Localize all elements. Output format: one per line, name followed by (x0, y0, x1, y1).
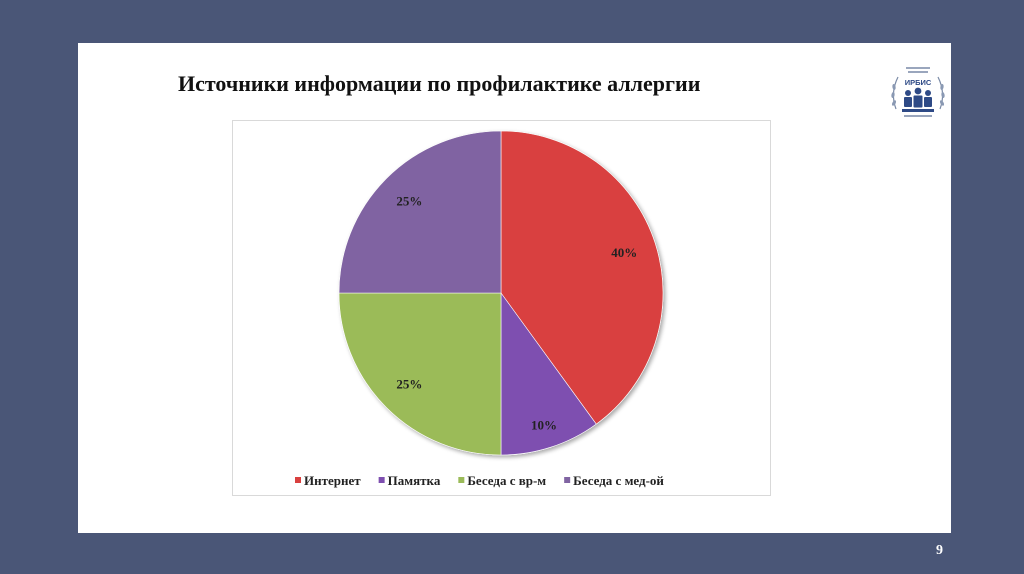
legend-item-1: Интернет (295, 473, 361, 488)
pie-slice-3 (338, 292, 502, 456)
legend-item-4: Беседа с мед-ой (564, 473, 664, 488)
pie-slice-4 (338, 130, 502, 294)
data-label-1: 40% (611, 245, 637, 260)
legend-swatch (458, 477, 465, 483)
pie-slice-1 (500, 130, 664, 425)
irbis-logo-icon: ИРБИС (886, 61, 950, 129)
pie-slice-2 (500, 292, 597, 456)
legend-item-2: Памятка (378, 473, 441, 488)
data-label-2: 10% (531, 418, 557, 433)
legend-swatch (378, 477, 385, 483)
data-label-4: 25% (396, 193, 422, 208)
legend-label: Интернет (304, 473, 361, 488)
legend-swatch (564, 477, 571, 483)
legend-label: Памятка (388, 473, 441, 488)
legend-swatch (295, 477, 301, 483)
logo-text: ИРБИС (905, 78, 932, 87)
pie-chart: 40% 10% 25% 25% Интернет Памятка Беседа с вр-… (295, 130, 664, 488)
legend-label: Беседа с вр-м (467, 473, 546, 488)
slide: Источники информации по профилактике алл… (78, 43, 951, 533)
page-number: 9 (936, 543, 943, 558)
data-label-3: 25% (396, 377, 422, 392)
legend-item-3: Беседа с вр-м (458, 473, 546, 488)
chart-frame: 40% 10% 25% 25% Интернет Памятка Беседа с вр-… (232, 120, 771, 496)
legend-label: Беседа с мед-ой (573, 473, 664, 488)
slide-title: Источники информации по профилактике алл… (178, 71, 701, 96)
